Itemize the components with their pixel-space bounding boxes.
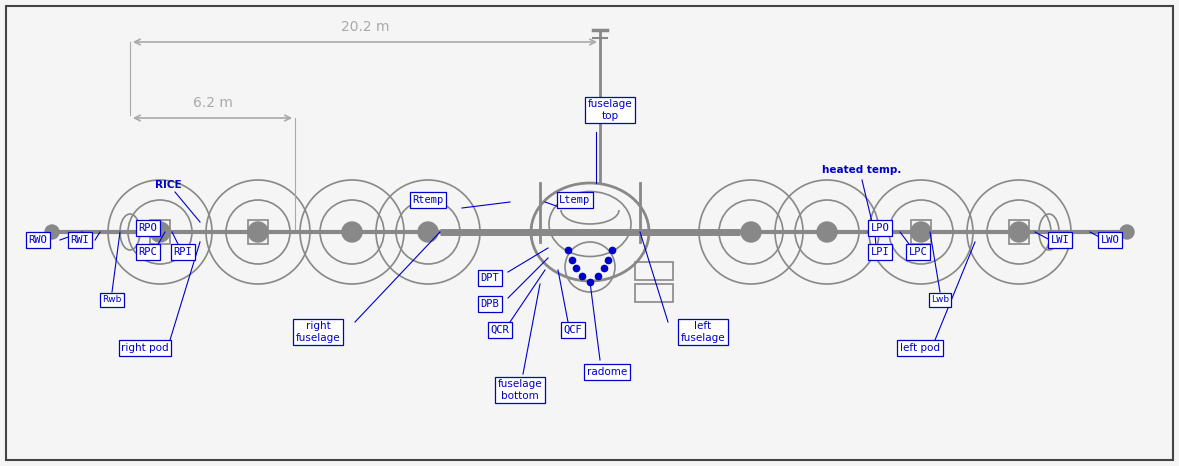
- Circle shape: [1009, 222, 1029, 242]
- Text: RICE: RICE: [154, 180, 182, 190]
- Text: Lwb: Lwb: [931, 295, 949, 304]
- Bar: [150, 220, 170, 244]
- Bar: [635, 284, 673, 302]
- Text: DPB: DPB: [481, 299, 500, 309]
- Text: Rtemp: Rtemp: [413, 195, 443, 205]
- Text: LWI: LWI: [1050, 235, 1069, 245]
- Text: fuselage
top: fuselage top: [587, 99, 632, 121]
- Text: RWO: RWO: [28, 235, 47, 245]
- Text: Ltemp: Ltemp: [559, 195, 591, 205]
- Circle shape: [419, 222, 439, 242]
- Bar: [635, 262, 673, 280]
- Text: left
fuselage: left fuselage: [680, 321, 725, 343]
- Text: heated temp.: heated temp.: [822, 165, 902, 175]
- Text: 20.2 m: 20.2 m: [341, 20, 389, 34]
- Circle shape: [45, 225, 59, 239]
- Text: Rwb: Rwb: [103, 295, 121, 304]
- Text: RPO: RPO: [139, 223, 157, 233]
- Circle shape: [817, 222, 837, 242]
- Text: LPI: LPI: [870, 247, 889, 257]
- Text: QCR: QCR: [490, 325, 509, 335]
- Text: RPI: RPI: [173, 247, 192, 257]
- Circle shape: [1120, 225, 1134, 239]
- Circle shape: [248, 222, 268, 242]
- Text: LPC: LPC: [909, 247, 928, 257]
- Text: right
fuselage: right fuselage: [296, 321, 341, 343]
- Text: fuselage
bottom: fuselage bottom: [498, 379, 542, 401]
- Circle shape: [911, 222, 931, 242]
- Text: 6.2 m: 6.2 m: [192, 96, 232, 110]
- Text: radome: radome: [587, 367, 627, 377]
- Text: QCF: QCF: [564, 325, 582, 335]
- Text: DPT: DPT: [481, 273, 500, 283]
- Text: LPO: LPO: [870, 223, 889, 233]
- Circle shape: [150, 222, 170, 242]
- Text: left pod: left pod: [900, 343, 940, 353]
- Text: right pod: right pod: [121, 343, 169, 353]
- Text: LWO: LWO: [1101, 235, 1119, 245]
- Bar: [248, 220, 268, 244]
- Text: RPC: RPC: [139, 247, 157, 257]
- Bar: [911, 220, 931, 244]
- Bar: [1009, 220, 1029, 244]
- Text: RWI: RWI: [71, 235, 90, 245]
- Circle shape: [342, 222, 362, 242]
- Circle shape: [740, 222, 760, 242]
